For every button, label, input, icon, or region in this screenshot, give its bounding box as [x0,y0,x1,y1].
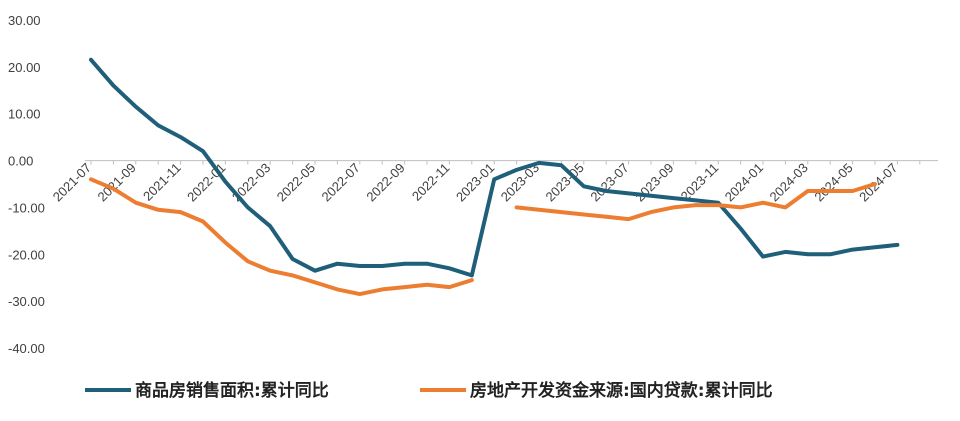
x-tick-label: 2021-11 [140,160,184,204]
x-tick-label: 2023-03 [498,160,542,204]
y-axis-ticks: 30.00 20.00 10.00 0.00 -10.00 -20.00 -30.00 -40… [8,13,45,356]
y-tick-label: -40.00 [8,341,45,356]
x-tick-label: 2022-05 [274,160,318,204]
x-tick-label: 2024-05 [811,160,855,204]
x-tick-label: 2024-07 [856,160,900,204]
x-tick-label: 2024-01 [722,160,766,204]
x-tick-label: 2022-11 [409,160,453,204]
y-tick-label: 10.00 [8,107,41,122]
y-tick-label: 20.00 [8,60,41,75]
x-tick-label: 2022-07 [319,160,363,204]
series-lines [89,57,900,297]
y-tick-label: -10.00 [8,200,45,215]
y-tick-label: -30.00 [8,294,45,309]
legend-label-2: 房地产开发资金来源:国内贷款:累计同比 [470,380,773,401]
x-tick-label: 2021-07 [50,160,94,204]
x-tick-label: 2022-09 [363,160,407,204]
legend: 商品房销售面积:累计同比 房地产开发资金来源:国内贷款:累计同比 [85,380,773,401]
x-tick-label: 2022-01 [184,160,228,204]
y-tick-label: 30.00 [8,13,41,28]
y-tick-label: 0.00 [8,154,33,169]
series-line-2 [89,177,877,297]
x-tick-label: 2024-03 [767,160,811,204]
x-tick-label: 2023-07 [587,160,631,204]
y-tick-label: -20.00 [8,247,45,262]
legend-label-1: 商品房销售面积:累计同比 [135,380,329,401]
series-line-1 [89,57,900,278]
x-tick-label: 2022-03 [229,160,273,204]
